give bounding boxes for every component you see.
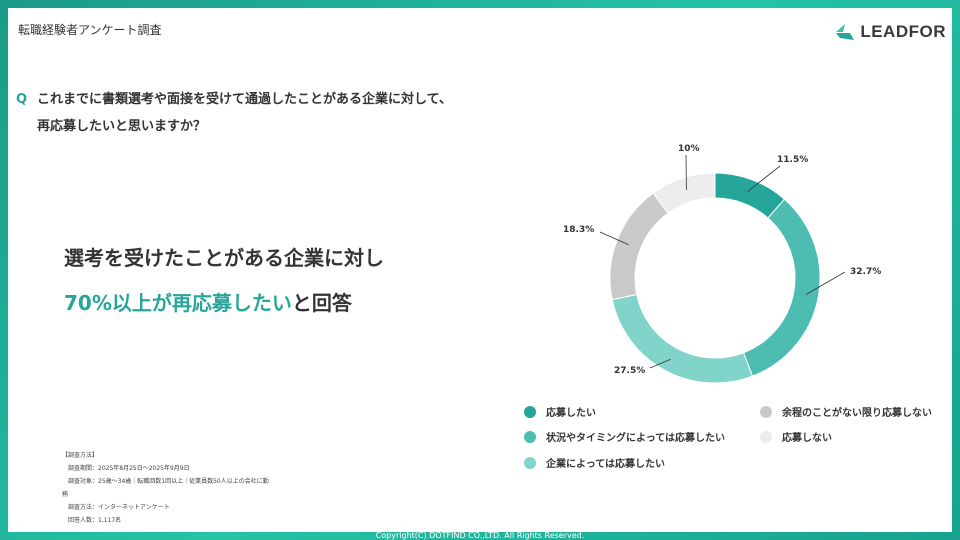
copyright: Copyright(C) DOTFIND CO.,LTD. All Rights… bbox=[375, 531, 585, 540]
legend-swatch bbox=[760, 430, 772, 443]
method-period: 調査期間：2025年8月25日～2025年9月9日 bbox=[68, 465, 190, 472]
logo-text: LEADFOR bbox=[860, 22, 946, 41]
legend-label: 余程のことがない限り応募しない bbox=[782, 408, 932, 419]
leader-line bbox=[747, 165, 781, 192]
question-line2: 再応募したいと思いますか？ bbox=[37, 119, 207, 134]
legend-label: 状況やタイミングによっては応募したい bbox=[546, 433, 725, 444]
headline: 選考を受けたことがある企業に対し 70%以上が再応募したいと回答 bbox=[64, 236, 384, 326]
method-target: 調査対象：25歳～34歳｜転職回数1回以上｜従業員数50人以上の会社に勤 bbox=[68, 478, 269, 485]
data-label: 27.5% bbox=[614, 366, 646, 376]
legend-swatch bbox=[760, 405, 772, 418]
method-count: 回答人数：1,117名 bbox=[68, 517, 122, 524]
headline-line1: 選考を受けたことがある企業に対し bbox=[64, 246, 384, 270]
data-label: 10% bbox=[678, 144, 700, 154]
data-label: 18.3% bbox=[563, 225, 595, 235]
leader-line bbox=[599, 231, 629, 246]
legend-label: 企業によっては応募したい bbox=[546, 459, 665, 470]
legend-item: 応募したい bbox=[524, 404, 596, 419]
method-way: 調査方法：インターネットアンケート bbox=[68, 504, 170, 511]
question: Q これまでに書類選考や面接を受けて通過したことがある企業に対して、 再応募した… bbox=[16, 86, 452, 140]
survey-method: 【調査方法】 調査期間：2025年8月25日～2025年9月9日 調査対象：25… bbox=[62, 449, 269, 527]
donut-slice bbox=[652, 172, 716, 214]
legend-item: 応募しない bbox=[760, 429, 832, 444]
legend-swatch bbox=[524, 405, 536, 418]
legend-label: 応募しない bbox=[782, 433, 832, 444]
leadfor-logo-icon bbox=[836, 24, 855, 40]
legend-item: 余程のことがない限り応募しない bbox=[760, 404, 932, 419]
donut-slice bbox=[609, 192, 669, 301]
question-mark: Q bbox=[16, 92, 28, 107]
legend-swatch bbox=[524, 456, 536, 469]
legend-swatch bbox=[524, 430, 536, 443]
legend-item: 状況やタイミングによっては応募したい bbox=[524, 429, 725, 444]
leader-line bbox=[649, 358, 671, 369]
slide-title: 転職経験者アンケート調査 bbox=[18, 23, 162, 37]
leader-line bbox=[805, 271, 846, 295]
legend-item: 企業によっては応募したい bbox=[524, 455, 665, 470]
method-title: 【調査方法】 bbox=[62, 452, 99, 459]
data-label: 32.7% bbox=[850, 267, 882, 277]
legend-label: 応募したい bbox=[546, 408, 596, 419]
method-target-cont: 務 bbox=[62, 491, 69, 498]
headline-highlight: 70%以上が再応募したい bbox=[64, 291, 292, 315]
donut-slice bbox=[742, 198, 821, 377]
data-label: 11.5% bbox=[777, 155, 809, 165]
logo: LEADFOR bbox=[836, 22, 946, 42]
headline-suffix: と回答 bbox=[291, 291, 352, 315]
question-line1: これまでに書類選考や面接を受けて通過したことがある企業に対して、 bbox=[37, 92, 452, 107]
